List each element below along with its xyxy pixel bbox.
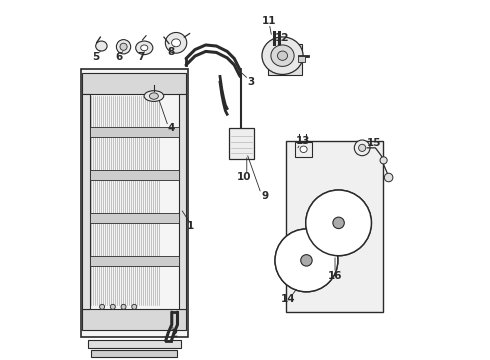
Circle shape [359,144,366,152]
Polygon shape [312,226,330,244]
Bar [92,350,177,357]
Circle shape [120,43,127,50]
Text: 4: 4 [167,123,174,133]
Text: 11: 11 [262,16,276,26]
Bar [229,128,254,158]
Polygon shape [345,196,361,217]
Text: 6: 6 [116,53,123,63]
Circle shape [275,229,338,292]
Circle shape [306,190,371,256]
Text: 1: 1 [187,221,195,231]
Ellipse shape [271,45,294,66]
Circle shape [275,229,338,292]
Ellipse shape [136,41,153,55]
Circle shape [99,304,104,309]
Polygon shape [280,263,299,281]
Circle shape [333,217,344,229]
Polygon shape [310,213,330,227]
Circle shape [301,255,312,266]
Ellipse shape [262,37,303,75]
Bar [90,256,178,266]
Bar [81,69,188,337]
Text: 13: 13 [295,136,310,147]
Ellipse shape [144,91,164,102]
Circle shape [384,173,393,182]
Bar [90,170,178,180]
Bar [82,309,186,330]
Text: 7: 7 [137,52,145,62]
Polygon shape [283,237,302,253]
Polygon shape [298,233,311,253]
Polygon shape [347,209,368,223]
Polygon shape [324,231,338,252]
Polygon shape [314,247,334,260]
Polygon shape [340,232,356,251]
Circle shape [117,40,131,54]
Text: 12: 12 [275,33,290,43]
Polygon shape [330,194,343,214]
Text: 9: 9 [261,191,268,201]
Text: 8: 8 [168,47,174,57]
Circle shape [121,304,126,309]
Text: 3: 3 [248,77,255,87]
Polygon shape [293,267,305,288]
Polygon shape [279,251,299,264]
Bar [298,56,305,62]
Ellipse shape [149,93,158,99]
Polygon shape [314,198,334,215]
Polygon shape [345,229,367,242]
Bar [286,141,383,312]
Ellipse shape [172,39,180,47]
Bar [82,73,186,94]
Text: 5: 5 [92,53,99,63]
Ellipse shape [165,32,187,53]
Circle shape [354,140,370,156]
Bar [90,127,178,137]
Polygon shape [313,235,328,255]
Bar [268,44,302,75]
Bar [88,340,181,348]
Text: 2: 2 [170,329,177,339]
PathPatch shape [186,45,240,76]
Ellipse shape [277,51,288,60]
Circle shape [110,304,115,309]
Text: 15: 15 [367,138,382,148]
Bar [179,94,186,309]
Bar [82,94,90,309]
Text: 16: 16 [328,271,343,281]
Circle shape [306,190,371,256]
Circle shape [132,304,137,309]
Text: 10: 10 [237,172,251,182]
Polygon shape [313,265,334,278]
Polygon shape [308,268,323,288]
Ellipse shape [300,146,307,153]
Bar [295,142,312,157]
Circle shape [380,157,387,164]
Bar [90,213,178,223]
Ellipse shape [141,45,148,51]
Ellipse shape [96,41,107,51]
Text: 14: 14 [281,294,296,303]
